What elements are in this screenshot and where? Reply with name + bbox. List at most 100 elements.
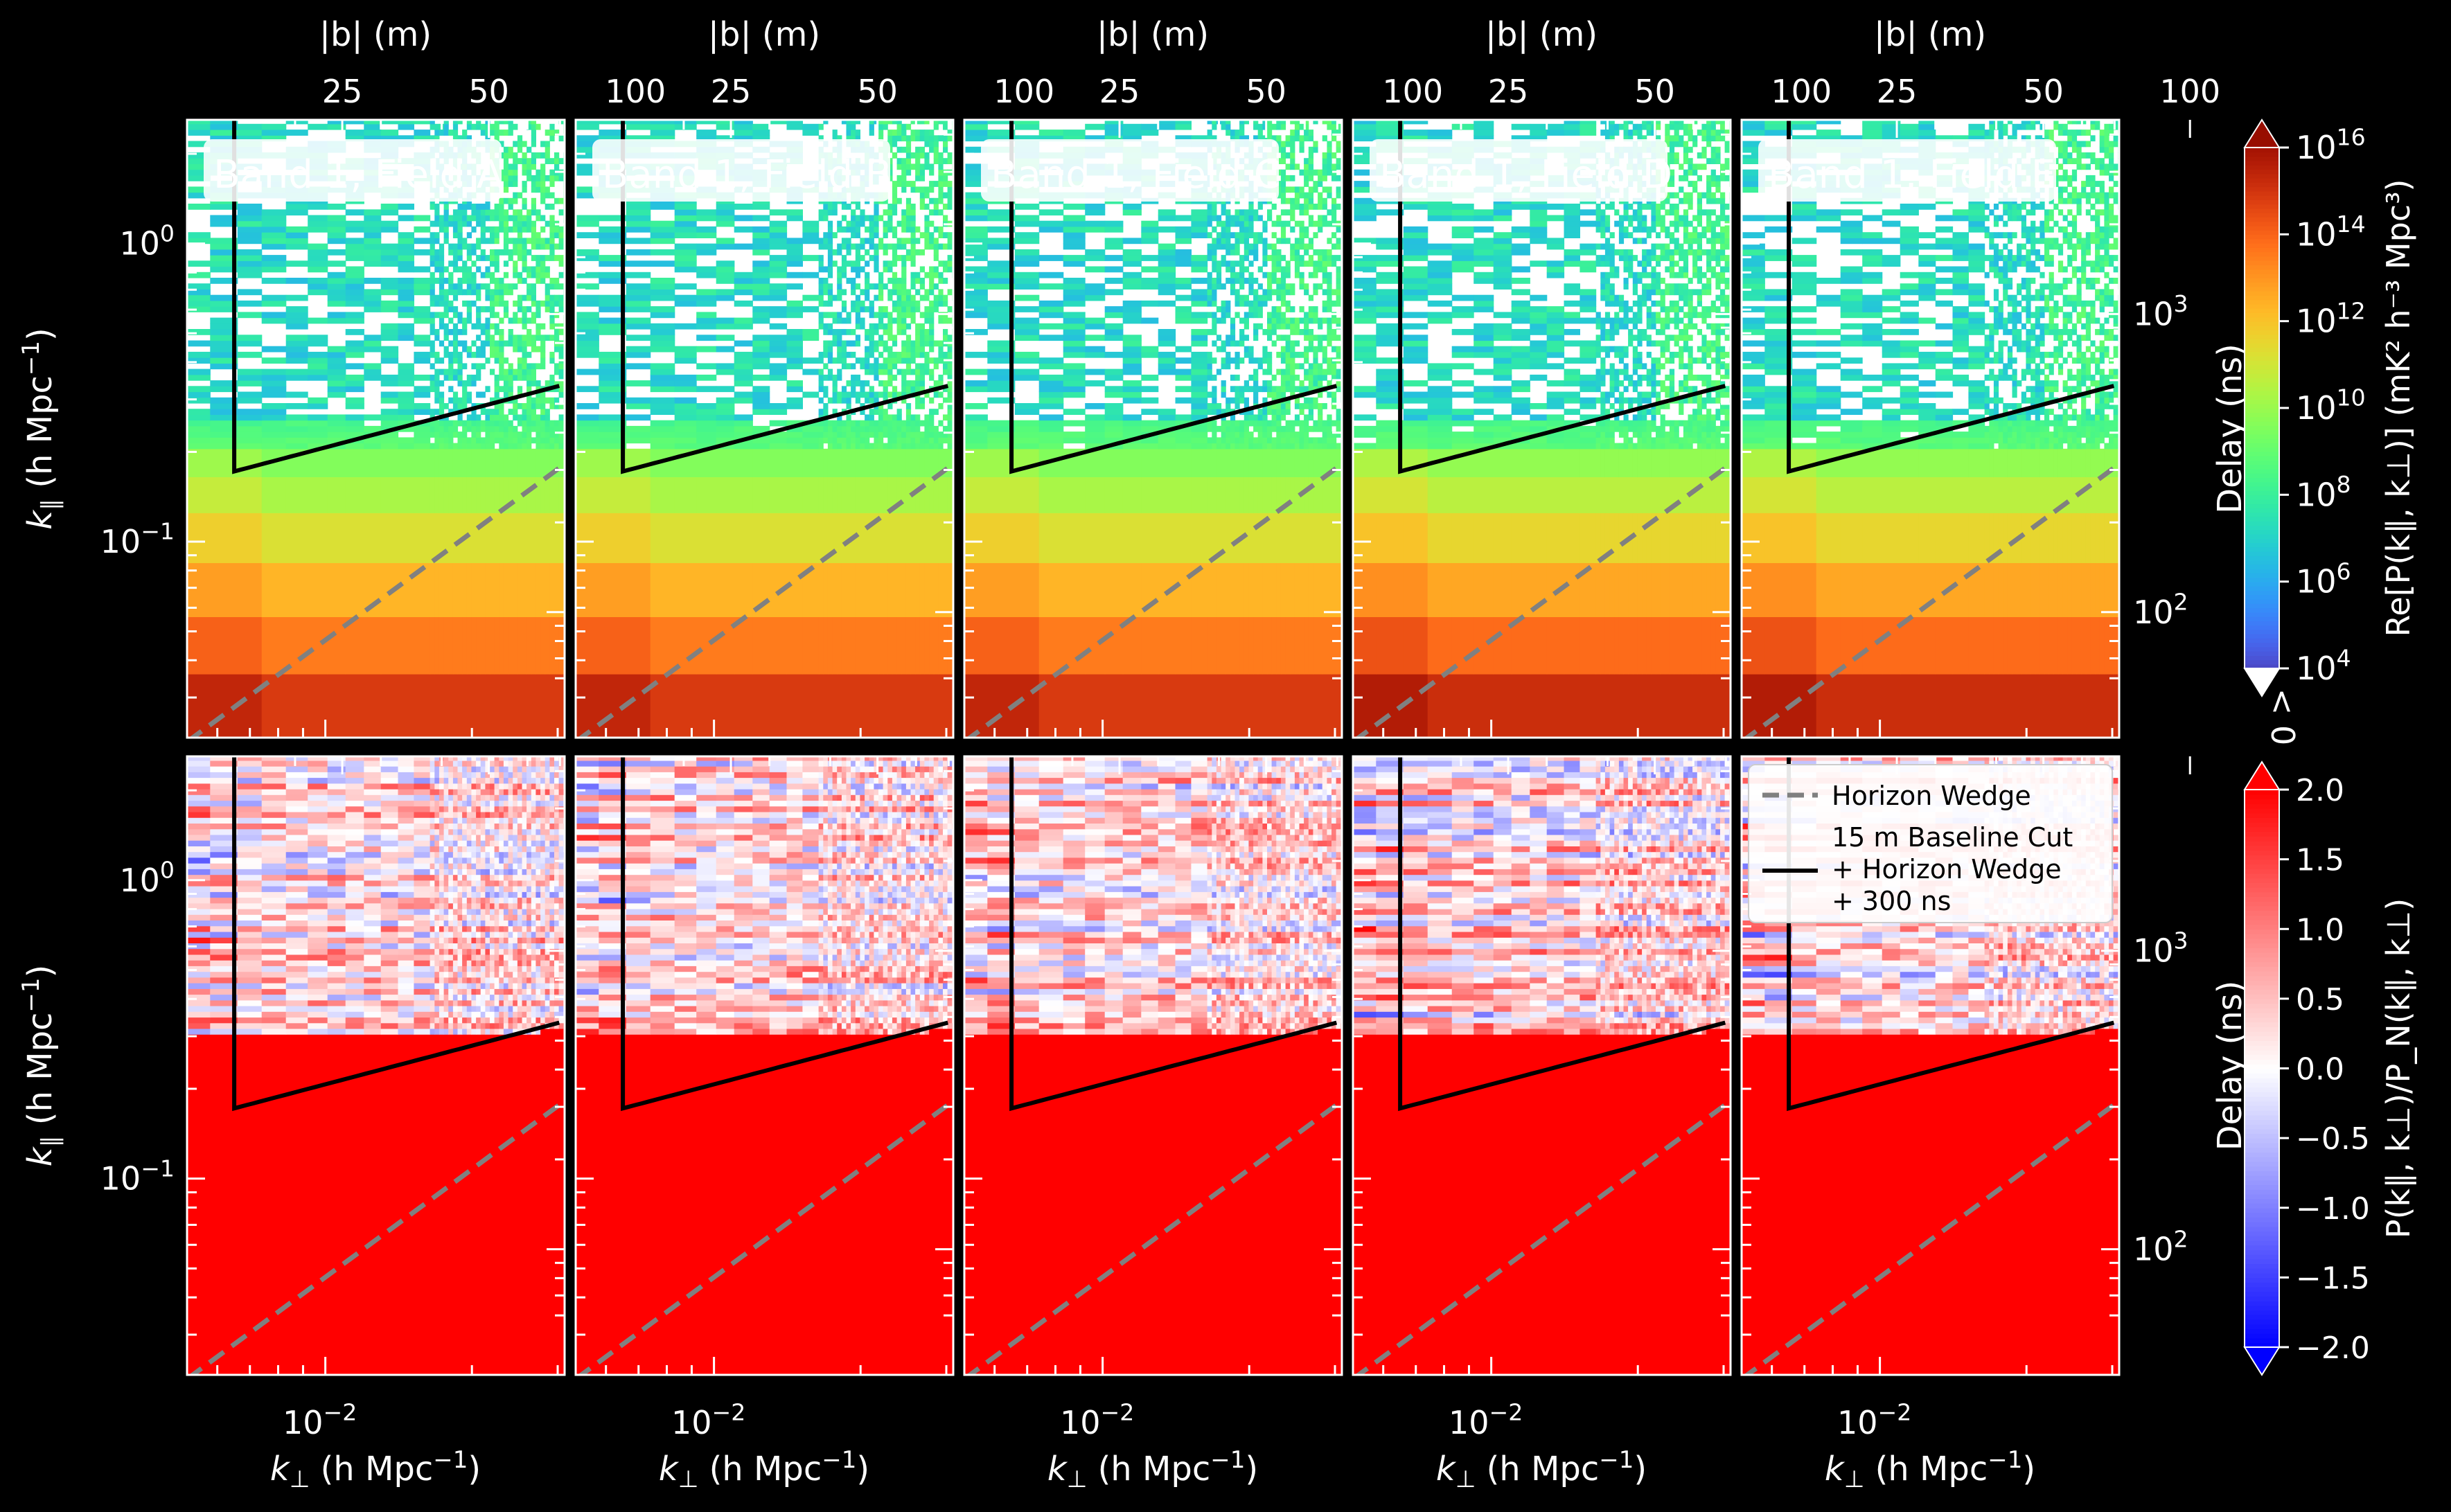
- heatmap-cell: [522, 1040, 527, 1047]
- heatmap-cell: [522, 823, 527, 830]
- heatmap-cell: [536, 983, 541, 989]
- heatmap-cell: [443, 289, 449, 296]
- heatmap-cell: [531, 777, 536, 784]
- heatmap-cell: [364, 954, 382, 961]
- heatmap-cell: [364, 368, 382, 375]
- heatmap-cell: [398, 306, 414, 312]
- heatmap-cell: [457, 874, 463, 881]
- heatmap-cell: [540, 874, 546, 881]
- heatmap-cell: [522, 1074, 527, 1080]
- heatmap-cell: [430, 886, 435, 892]
- heatmap-cell: [448, 783, 454, 790]
- heatmap-cell: [466, 977, 472, 984]
- heatmap-cell: [434, 351, 440, 358]
- heatmap-cell: [480, 420, 486, 427]
- heatmap-cell: [531, 920, 536, 927]
- heatmap-cell: [527, 432, 532, 438]
- heatmap-cell: [430, 513, 435, 563]
- heatmap-cell: [448, 863, 454, 869]
- heatmap-cell: [513, 766, 518, 772]
- heatmap-cell: [398, 828, 414, 835]
- heatmap-cell: [457, 1200, 463, 1254]
- heatmap-cell: [929, 443, 935, 450]
- heatmap-cell: [499, 869, 504, 875]
- heatmap-cell: [494, 1040, 499, 1047]
- heatmap-cell: [434, 891, 440, 898]
- heatmap-cell: [554, 255, 560, 261]
- heatmap-cell: [414, 386, 431, 393]
- heatmap-cell: [802, 437, 820, 444]
- heatmap-cell: [466, 278, 472, 284]
- heatmap-cell: [517, 932, 523, 938]
- heatmap-cell: [549, 448, 555, 477]
- heatmap-cell: [261, 897, 287, 904]
- heatmap-cell: [327, 374, 346, 381]
- heatmap-cell: [345, 1062, 364, 1069]
- heatmap-cell: [210, 823, 238, 830]
- heatmap-cell: [545, 300, 550, 307]
- heatmap-cell: [851, 443, 856, 450]
- heatmap-cell: [398, 760, 414, 767]
- heatmap-cell: [545, 294, 550, 301]
- heatmap-cell: [308, 914, 328, 920]
- heatmap-cell: [434, 909, 440, 915]
- heatmap-cell: [536, 312, 541, 319]
- heatmap-cell: [549, 1034, 555, 1040]
- heatmap-cell: [674, 477, 697, 513]
- heatmap-cell: [860, 513, 865, 563]
- heatmap-cell: [187, 130, 211, 136]
- heatmap-cell: [490, 255, 495, 261]
- heatmap-cell: [345, 209, 364, 216]
- heatmap-cell: [837, 513, 842, 563]
- heatmap-cell: [485, 1011, 490, 1018]
- heatmap-cell: [414, 1080, 431, 1086]
- heatmap-cell: [457, 232, 463, 238]
- heatmap-cell: [499, 846, 504, 853]
- heatmap-cell: [846, 443, 851, 450]
- heatmap-cell: [499, 289, 504, 296]
- heatmap-cell: [439, 886, 445, 892]
- heatmap-cell: [476, 823, 481, 830]
- heatmap-cell: [499, 920, 504, 927]
- heatmap-cell: [285, 317, 308, 324]
- heatmap-cell: [414, 806, 431, 812]
- heatmap-cell: [187, 988, 211, 995]
- heatmap-cell: [261, 789, 287, 795]
- heatmap-cell: [522, 260, 527, 267]
- heatmap-cell: [345, 1057, 364, 1063]
- heatmap-cell: [540, 1051, 546, 1058]
- heatmap-cell: [471, 616, 477, 675]
- heatmap-cell: [380, 289, 399, 296]
- heatmap-cell: [345, 432, 364, 438]
- heatmap-cell: [430, 760, 435, 767]
- heatmap-cell: [462, 215, 468, 222]
- heatmap-cell: [558, 414, 564, 421]
- heatmap-cell: [327, 226, 346, 233]
- heatmap-cell: [380, 1034, 399, 1040]
- heatmap-cell: [434, 1254, 440, 1312]
- heatmap-cell: [554, 562, 560, 617]
- heatmap-cell: [508, 283, 513, 290]
- heatmap-cell: [380, 306, 399, 312]
- heatmap-cell: [549, 834, 555, 841]
- heatmap-cell: [285, 789, 308, 795]
- heatmap-cell: [308, 1080, 328, 1086]
- heatmap-cell: [364, 920, 382, 927]
- heatmap-cell: [380, 1254, 399, 1312]
- heatmap-cell: [554, 1310, 560, 1375]
- heatmap-cell: [508, 374, 513, 381]
- heatmap-cell: [308, 260, 328, 267]
- heatmap-cell: [499, 329, 504, 335]
- heatmap-cell: [531, 800, 536, 807]
- heatmap-cell: [499, 351, 504, 358]
- heatmap-cell: [485, 335, 490, 341]
- heatmap-cell: [237, 925, 263, 932]
- heatmap-cell: [476, 123, 481, 130]
- heatmap-cell: [508, 215, 513, 222]
- heatmap-cell: [508, 443, 513, 450]
- heatmap-cell: [513, 760, 518, 767]
- heatmap-cell: [508, 477, 513, 513]
- heatmap-cell: [540, 902, 546, 909]
- heatmap-cell: [439, 960, 445, 966]
